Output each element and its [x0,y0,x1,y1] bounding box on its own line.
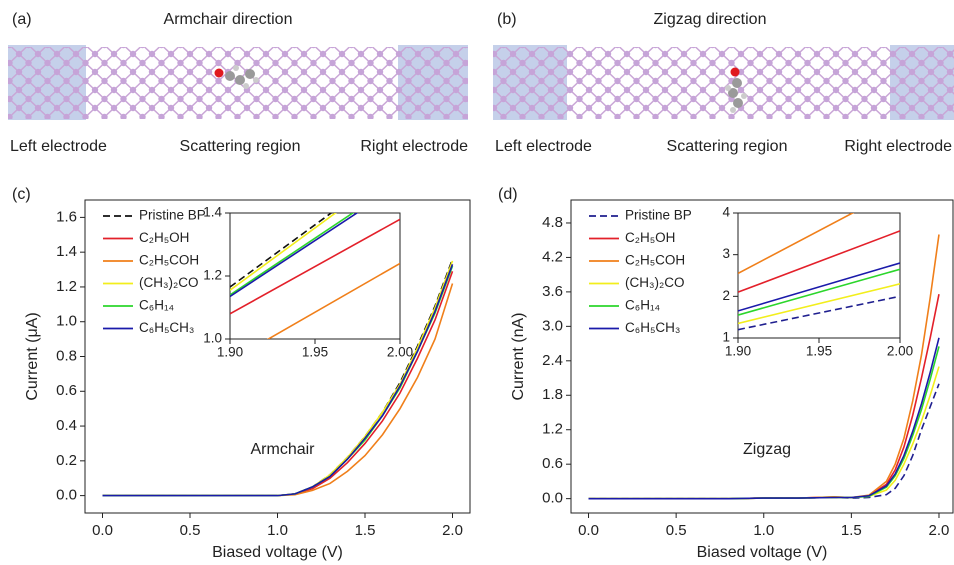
x-tick-label: 0.0 [92,522,113,539]
y-tick-label: 1.0 [56,313,77,330]
inset-chart: 1.90 1.95 2.00 1.0 1.2 1.4 [203,205,413,360]
y-tick-label: 1.2 [542,421,563,438]
plot-frame [229,212,401,340]
x-tick-label: 1.5 [355,522,376,539]
data-line [738,213,855,275]
legend-label: C₆H₅CH₃ [139,320,194,335]
y-tick-label: 4 [722,205,730,220]
annotation: Armchair [250,441,315,458]
legend-label: C₆H₅CH₃ [625,320,680,335]
panel-label: (d) [498,186,518,203]
region-label: Right electrode [844,138,952,155]
data-line [230,213,359,298]
y-tick-label: 0.0 [56,487,77,504]
legend-label: (CH₃)₂CO [625,275,684,290]
inset-chart: 1.90 1.95 2.00 1 2 3 4 [722,205,913,359]
y-tick-label: 2.4 [542,352,563,369]
x-axis-title: Biased voltage (V) [212,544,343,561]
region-label: Right electrode [360,138,468,155]
y-tick-label: 0.0 [542,490,563,507]
y-tick-label: 0.6 [542,455,563,472]
x-tick-label: 1.95 [302,345,328,360]
legend-label: C₆H₁₄ [139,298,174,313]
y-tick-label: 1.0 [203,331,222,346]
molecule [214,65,259,89]
data-line [266,262,400,339]
x-tick-label: 2.00 [387,345,413,360]
region-label: Scattering region [667,138,788,155]
y-tick-label: 0.6 [56,382,77,399]
lattice [493,47,954,119]
x-tick-label: 1.90 [725,344,751,359]
legend-label: C₂H₅COH [139,253,199,268]
x-tick-label: 0.5 [666,522,687,539]
y-tick-label: 3.0 [542,317,563,334]
panel-label: (b) [497,11,517,28]
x-tick-label: 1.90 [217,345,243,360]
y-tick-label: 1.6 [56,208,77,225]
x-tick-label: 2.0 [442,522,463,539]
y-tick-label: 1.2 [56,278,77,295]
y-tick-label: 3 [722,246,730,261]
annotation: Zigzag [743,441,791,458]
y-tick-label: 1.4 [203,205,222,220]
data-line [738,230,900,293]
panel-a: (a) Armchair direction Left electrode Sc… [8,11,468,155]
y-tick-label: 0.4 [56,417,77,434]
x-tick-label: 1.95 [806,344,832,359]
data-line [588,337,940,500]
panel-title: Armchair direction [164,11,293,28]
data-line [738,283,900,325]
data-line [738,295,900,331]
y-tick-label: 0.8 [56,347,77,364]
data-line [230,218,400,315]
panel-b: (b) Zigzag direction Left electrode Scat… [493,11,954,155]
x-tick-label: 2.00 [887,344,913,359]
x-tick-label: 1.5 [841,522,862,539]
legend-label: Pristine BP [139,208,206,223]
panel-label: (a) [12,11,32,28]
data-line [738,262,900,312]
legend-label: C₂H₅OH [625,230,675,245]
legend-label: Pristine BP [625,208,692,223]
y-tick-label: 2 [722,288,730,303]
x-tick-label: 2.0 [929,522,950,539]
y-tick-label: 0.2 [56,452,77,469]
data-line [102,264,454,497]
y-tick-label: 3.6 [542,283,563,300]
x-tick-label: 1.0 [753,522,774,539]
panel-title: Zigzag direction [654,11,767,28]
y-tick-label: 4.2 [542,248,563,265]
x-axis-title: Biased voltage (V) [697,544,828,561]
panel-label: (c) [12,186,31,203]
molecule [725,67,747,113]
y-axis-title: Current (μA) [24,312,41,400]
y-axis-title: Current (nA) [510,312,527,400]
region-label: Scattering region [180,138,301,155]
data-line [738,268,900,316]
region-label: Left electrode [10,138,107,155]
y-tick-label: 4.8 [542,214,563,231]
y-tick-label: 1 [722,330,730,345]
legend-label: C₂H₅COH [625,253,685,268]
x-tick-label: 1.0 [267,522,288,539]
legend-label: C₂H₅OH [139,230,189,245]
x-tick-label: 0.5 [180,522,201,539]
legend-label: (CH₃)₂CO [139,275,198,290]
x-tick-label: 0.0 [578,522,599,539]
y-tick-label: 1.8 [542,386,563,403]
data-line [230,213,337,291]
y-tick-label: 1.4 [56,243,77,260]
data-line [230,213,355,296]
legend-label: C₆H₁₄ [625,298,660,313]
region-label: Left electrode [495,138,592,155]
y-tick-label: 1.2 [203,268,222,283]
data-line [230,213,333,288]
